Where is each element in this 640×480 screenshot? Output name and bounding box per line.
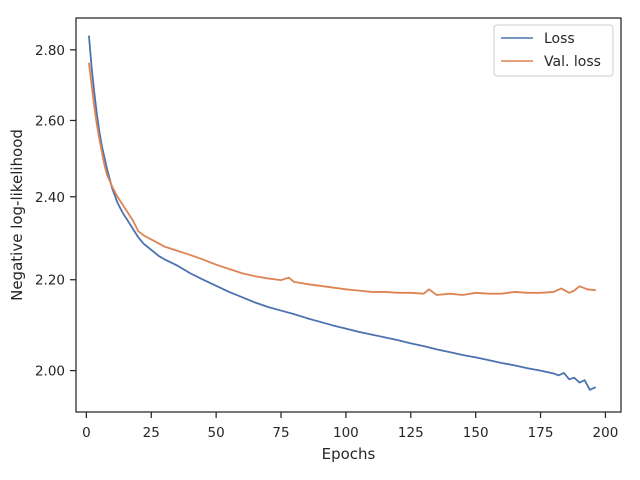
x-tick-label: 175 bbox=[528, 425, 554, 441]
legend-label-val-loss: Val. loss bbox=[544, 54, 601, 70]
plot-background bbox=[76, 18, 621, 412]
x-axis-label: Epochs bbox=[322, 445, 376, 463]
legend: Loss Val. loss bbox=[493, 24, 614, 77]
y-axis: 2.00 2.20 2.40 2.60 2.80 bbox=[35, 43, 76, 380]
plot-frame bbox=[75, 17, 622, 413]
x-tick-label: 200 bbox=[593, 425, 619, 441]
x-tick-label: 100 bbox=[333, 425, 359, 441]
x-tick-label: 150 bbox=[463, 425, 489, 441]
legend-label-loss: Loss bbox=[544, 31, 575, 47]
x-tick-label: 125 bbox=[398, 425, 424, 441]
y-tick-label: 2.40 bbox=[35, 190, 65, 206]
x-tick-label: 50 bbox=[208, 425, 225, 441]
y-tick-label: 2.80 bbox=[35, 43, 65, 59]
y-tick-label: 2.20 bbox=[35, 273, 65, 289]
series-line-val-loss bbox=[88, 62, 596, 296]
y-tick-label: 2.60 bbox=[35, 113, 65, 129]
y-axis-label: Negative log-likelihood bbox=[8, 129, 26, 301]
series-line-loss bbox=[88, 35, 596, 391]
x-tick-label: 0 bbox=[82, 425, 91, 441]
x-tick-label: 25 bbox=[143, 425, 160, 441]
series-layer bbox=[88, 35, 596, 391]
x-tick-label: 75 bbox=[272, 425, 289, 441]
y-tick-label: 2.00 bbox=[35, 364, 65, 380]
x-axis: 0 25 50 75 100 125 150 175 200 bbox=[82, 412, 618, 441]
